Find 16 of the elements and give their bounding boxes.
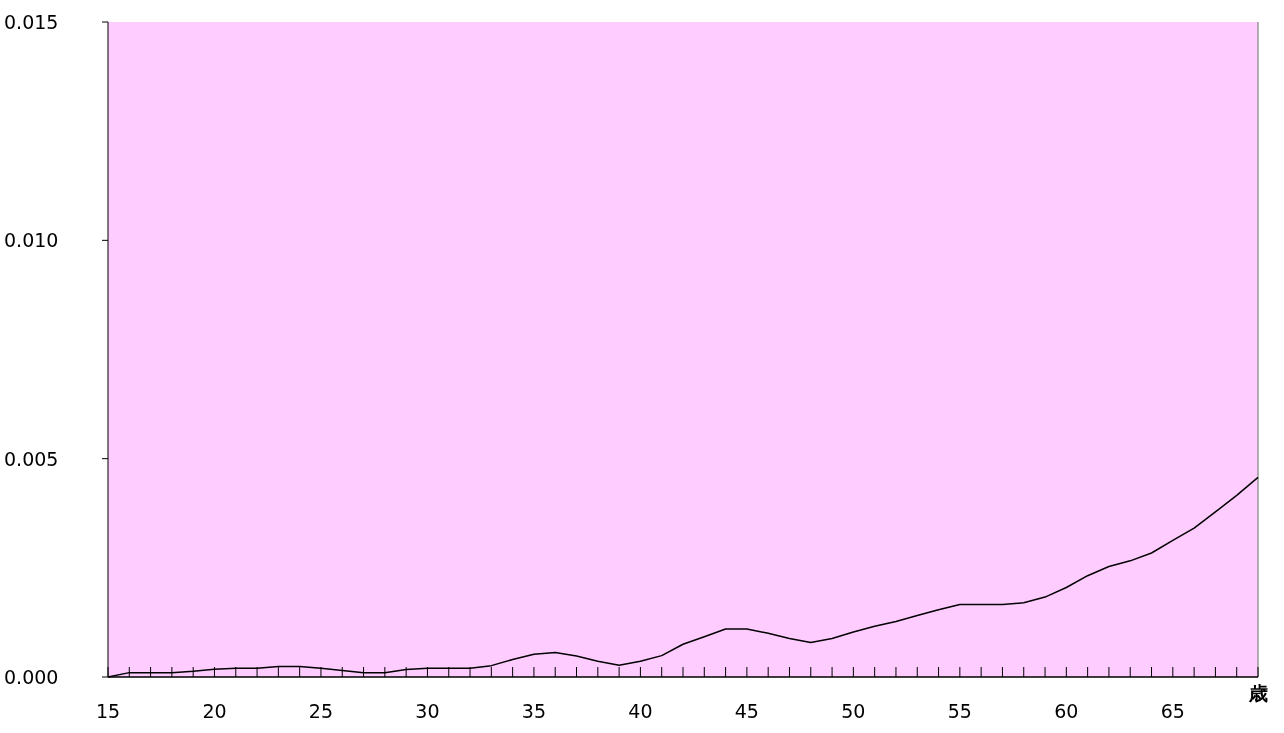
x-tick-label: 20: [202, 700, 227, 722]
x-tick-label: 25: [308, 700, 334, 722]
y-tick-label: 0.005: [4, 447, 59, 470]
x-tick-label: 60: [1054, 700, 1079, 722]
y-tick-label: 0.010: [4, 229, 59, 252]
x-tick-label: 45: [734, 700, 759, 722]
x-tick-label: 50: [841, 700, 866, 722]
x-axis-title: 歳: [1247, 682, 1268, 704]
x-tick-label: 40: [628, 700, 653, 722]
x-tick-label: 35: [521, 700, 547, 722]
x-tick-label: 55: [947, 700, 972, 722]
x-tick-label: 15: [95, 700, 121, 722]
y-tick-label: 0.000: [4, 666, 59, 688]
x-tick-label: 30: [415, 700, 440, 722]
x-tick-label: 65: [1160, 700, 1185, 722]
y-tick-label: 0.015: [4, 11, 59, 33]
